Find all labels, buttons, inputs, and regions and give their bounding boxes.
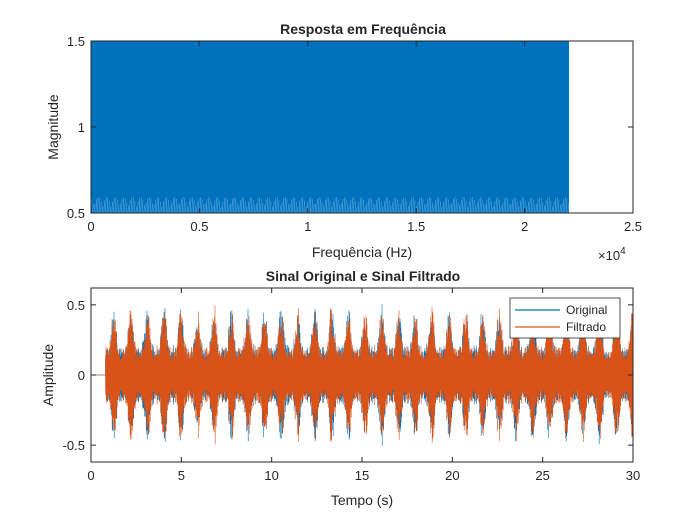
signal-x-axis-label: Tempo (s) — [331, 492, 393, 508]
signal-chart-title: Sinal Original e Sinal Filtrado — [266, 268, 460, 284]
signal-chart: Sinal Original e Sinal Filtrado 0 5 10 15 20… — [40, 268, 640, 508]
x-tick-label: 25 — [535, 468, 549, 483]
legend-box — [509, 297, 621, 339]
x-tick-label: 30 — [626, 468, 640, 483]
legend-filtrado-label: Filtrado — [566, 320, 606, 334]
x-tick-label: 15 — [355, 468, 369, 483]
freq-response-envelope — [91, 41, 570, 213]
freq-y-axis-label: Magnitude — [45, 94, 61, 160]
x-tick-label: 5 — [178, 468, 185, 483]
x-tick-label: 1 — [304, 219, 311, 234]
signal-x-ticks: 0 5 10 15 20 25 30 — [87, 288, 640, 483]
freq-y-ticks: 0.5 1 1.5 — [67, 34, 633, 221]
freq-response-chart: Resposta em Frequência 0 0.5 1 1.5 2 2.5 0.51… — [45, 21, 642, 263]
x-tick-label: 20 — [445, 468, 459, 483]
y-tick-label: 0.5 — [67, 298, 85, 313]
y-tick-label: 0 — [78, 368, 85, 383]
signal-y-axis-label: Amplitude — [40, 344, 56, 406]
y-tick-label: 1.5 — [67, 34, 85, 49]
signal-legend: Original Filtrado — [509, 297, 621, 339]
x-tick-label: 2 — [521, 219, 528, 234]
freq-plot-area — [90, 41, 570, 214]
filtered-signal-line — [91, 305, 634, 445]
freq-x-exponent-power: 4 — [620, 246, 626, 257]
x-tick-label: 0 — [87, 219, 94, 234]
x-tick-label: 0.5 — [190, 219, 208, 234]
y-tick-label: -0.5 — [63, 438, 85, 453]
freq-x-ticks: 0 0.5 1 1.5 2 2.5 — [87, 41, 642, 234]
x-tick-label: 1.5 — [407, 219, 425, 234]
freq-x-exponent: ×104 — [598, 246, 626, 263]
legend-original-label: Original — [566, 303, 607, 317]
freq-x-axis-label: Frequência (Hz) — [312, 244, 412, 260]
signal-plot-area — [91, 304, 634, 446]
y-tick-label: 1 — [78, 120, 85, 135]
x-tick-label: 2.5 — [624, 219, 642, 234]
x-tick-label: 10 — [264, 468, 278, 483]
x-tick-label: 0 — [87, 468, 94, 483]
freq-x-exponent-base: ×10 — [598, 248, 620, 263]
freq-chart-title: Resposta em Frequência — [280, 21, 446, 37]
y-tick-label: 0.5 — [67, 206, 85, 221]
signal-y-ticks: -0.5 0 0.5 — [63, 298, 633, 453]
